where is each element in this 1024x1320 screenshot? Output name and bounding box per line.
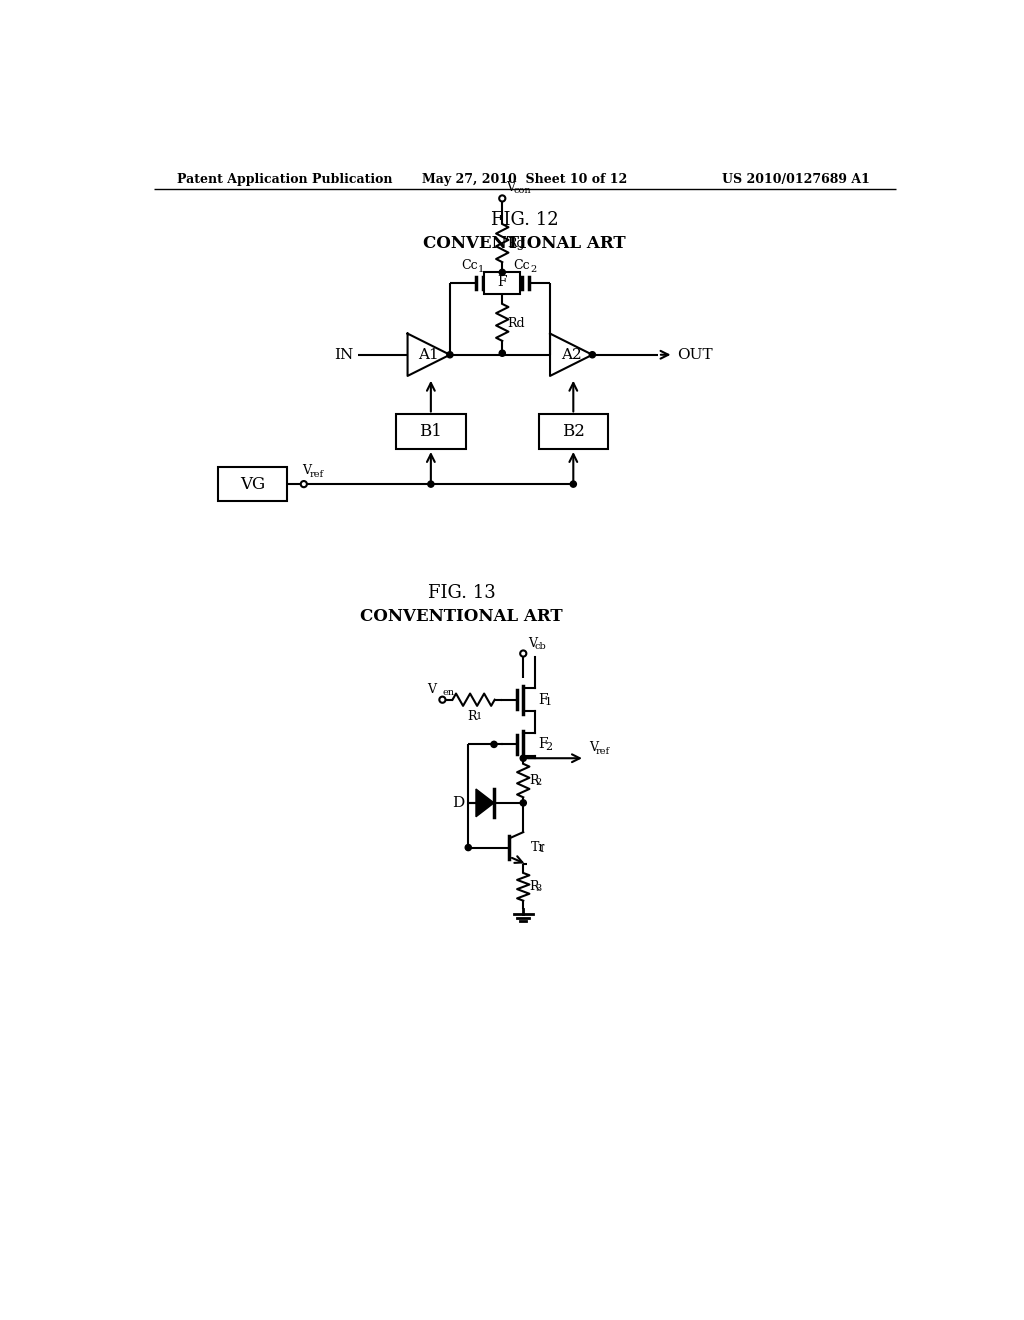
- Circle shape: [589, 351, 595, 358]
- Text: R: R: [529, 774, 539, 787]
- Text: R: R: [467, 710, 477, 723]
- Text: 1: 1: [477, 265, 484, 275]
- Text: V: V: [528, 636, 537, 649]
- Text: R: R: [529, 880, 539, 894]
- Text: V: V: [589, 742, 598, 755]
- Text: ref: ref: [309, 470, 324, 479]
- Text: D: D: [453, 796, 465, 810]
- Text: V: V: [506, 181, 515, 194]
- Text: Patent Application Publication: Patent Application Publication: [177, 173, 392, 186]
- Text: F: F: [539, 693, 548, 706]
- Circle shape: [465, 845, 471, 850]
- Text: 2: 2: [536, 777, 542, 787]
- Text: 2: 2: [545, 742, 552, 751]
- Text: V: V: [302, 465, 311, 478]
- FancyBboxPatch shape: [484, 272, 520, 294]
- Circle shape: [499, 350, 506, 356]
- Circle shape: [446, 351, 453, 358]
- Text: 2: 2: [530, 265, 537, 275]
- Circle shape: [490, 742, 497, 747]
- Circle shape: [570, 480, 577, 487]
- Text: 3: 3: [536, 884, 542, 892]
- Circle shape: [520, 800, 526, 807]
- Circle shape: [520, 755, 526, 762]
- FancyBboxPatch shape: [539, 414, 608, 449]
- Text: Tr: Tr: [531, 841, 546, 854]
- Text: Rd: Rd: [507, 317, 524, 330]
- Text: OUT: OUT: [677, 347, 713, 362]
- Text: en: en: [442, 689, 455, 697]
- Text: F: F: [498, 275, 507, 289]
- Text: ref: ref: [596, 747, 609, 756]
- Circle shape: [499, 269, 506, 276]
- Text: IN: IN: [335, 347, 354, 362]
- Text: Cc: Cc: [513, 259, 529, 272]
- Text: CONVENTIONAL ART: CONVENTIONAL ART: [360, 609, 563, 626]
- Text: B1: B1: [420, 424, 442, 441]
- Text: US 2010/0127689 A1: US 2010/0127689 A1: [722, 173, 869, 186]
- Text: 1: 1: [539, 845, 545, 854]
- Text: A2: A2: [560, 347, 582, 362]
- Text: B2: B2: [562, 424, 585, 441]
- Text: Cc: Cc: [462, 259, 478, 272]
- Text: May 27, 2010  Sheet 10 of 12: May 27, 2010 Sheet 10 of 12: [422, 173, 628, 186]
- Text: 1: 1: [545, 697, 552, 708]
- Text: FIG. 12: FIG. 12: [490, 211, 559, 228]
- Text: A1: A1: [418, 347, 439, 362]
- Text: V: V: [427, 682, 436, 696]
- FancyBboxPatch shape: [217, 467, 287, 502]
- Circle shape: [428, 480, 434, 487]
- FancyBboxPatch shape: [396, 414, 466, 449]
- Text: CONVENTIONAL ART: CONVENTIONAL ART: [424, 235, 626, 252]
- Text: FIG. 13: FIG. 13: [428, 585, 496, 602]
- Text: F: F: [539, 738, 548, 751]
- Text: Rg: Rg: [507, 236, 524, 249]
- Text: 1: 1: [476, 711, 482, 721]
- Text: cb: cb: [535, 643, 547, 651]
- Polygon shape: [476, 789, 494, 817]
- Text: VG: VG: [240, 475, 265, 492]
- Text: con: con: [513, 186, 530, 195]
